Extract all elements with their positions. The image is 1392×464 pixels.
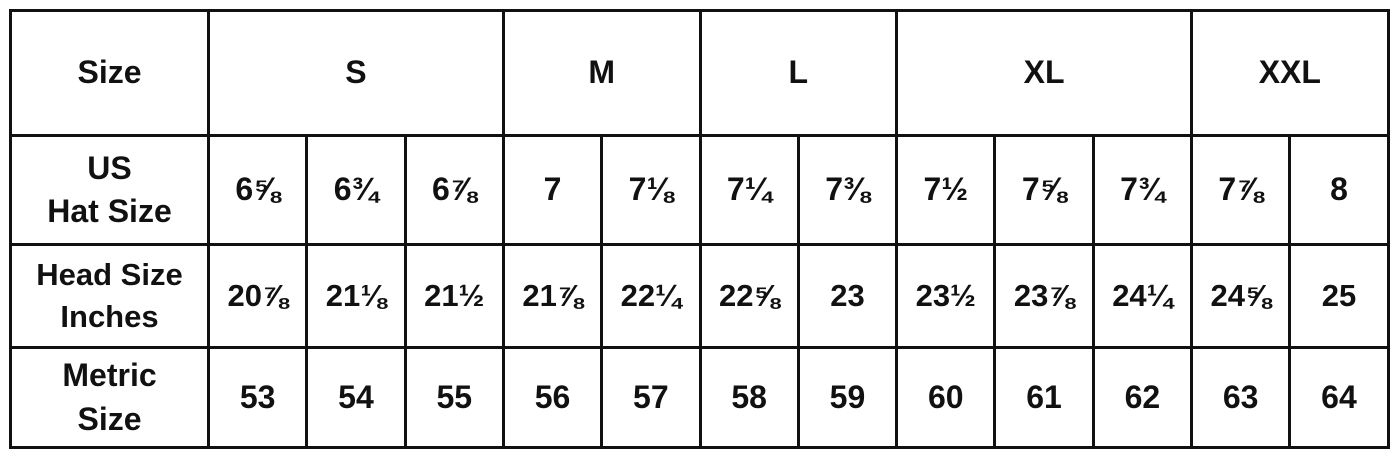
table-cell: 53: [206, 346, 309, 449]
table-cell: 63: [1190, 346, 1292, 449]
size-group-m: M: [501, 9, 702, 137]
table-cell: 23: [796, 243, 899, 349]
size-group-xl: XL: [895, 9, 1194, 137]
table-cell: 23⅞: [993, 243, 1095, 349]
size-group-xxl: XXL: [1190, 9, 1390, 137]
hat-size-chart: Size S M L XL XXL US Hat Size 6⅝ 6¾ 6⅞ 7 7⅛ 7¼ 7⅜ 7½…: [9, 9, 1390, 449]
table-cell: 21⅞: [501, 243, 604, 349]
size-header-row: Size S M L XL XXL: [9, 9, 1390, 137]
table-cell: 7½: [895, 134, 997, 246]
table-cell: 24⅝: [1190, 243, 1292, 349]
table-cell: 6¾: [305, 134, 407, 246]
table-cell: 23½: [895, 243, 997, 349]
table-cell: 25: [1288, 243, 1390, 349]
table-cell: 60: [895, 346, 997, 449]
table-cell: 7⅝: [993, 134, 1095, 246]
table-cell: 21⅛: [305, 243, 407, 349]
table-cell: 24¼: [1091, 243, 1194, 349]
table-cell: 20⅞: [206, 243, 309, 349]
table-cell: 62: [1091, 346, 1194, 449]
row-label: US Hat Size: [9, 134, 210, 246]
table-cell: 7¼: [698, 134, 800, 246]
size-group-l: L: [698, 9, 899, 137]
table-cell: 7¾: [1091, 134, 1194, 246]
table-cell: 7⅞: [1190, 134, 1292, 246]
table-cell: 7⅜: [796, 134, 899, 246]
row-label: Metric Size: [9, 346, 210, 449]
metric-size-row: Metric Size 53 54 55 56 57 58 59 60 61 62 63 64: [9, 346, 1390, 449]
size-group-s: S: [207, 9, 505, 137]
table-cell: 54: [305, 346, 407, 449]
table-cell: 64: [1288, 346, 1390, 449]
table-cell: 56: [501, 346, 604, 449]
table-cell: 61: [993, 346, 1095, 449]
table-cell: 7⅛: [600, 134, 702, 246]
table-cell: 7: [501, 134, 604, 246]
table-cell: 21½: [403, 243, 505, 349]
row-label: Head Size Inches: [9, 243, 210, 349]
table-cell: 57: [600, 346, 702, 449]
table-cell: 8: [1288, 134, 1390, 246]
table-cell: 22⅝: [698, 243, 800, 349]
table-cell: 58: [698, 346, 800, 449]
us-hat-size-row: US Hat Size 6⅝ 6¾ 6⅞ 7 7⅛ 7¼ 7⅜ 7½ 7⅝ 7¾ 7⅞ 8: [9, 134, 1390, 246]
head-size-inches-row: Head Size Inches 20⅞ 21⅛ 21½ 21⅞ 22¼ 22⅝ 23 23½ 2…: [9, 243, 1390, 349]
table-cell: 55: [403, 346, 505, 449]
table-cell: 6⅝: [206, 134, 309, 246]
table-cell: 6⅞: [403, 134, 505, 246]
table-cell: 22¼: [600, 243, 702, 349]
table-cell: 59: [796, 346, 899, 449]
size-header-label: Size: [9, 9, 210, 137]
